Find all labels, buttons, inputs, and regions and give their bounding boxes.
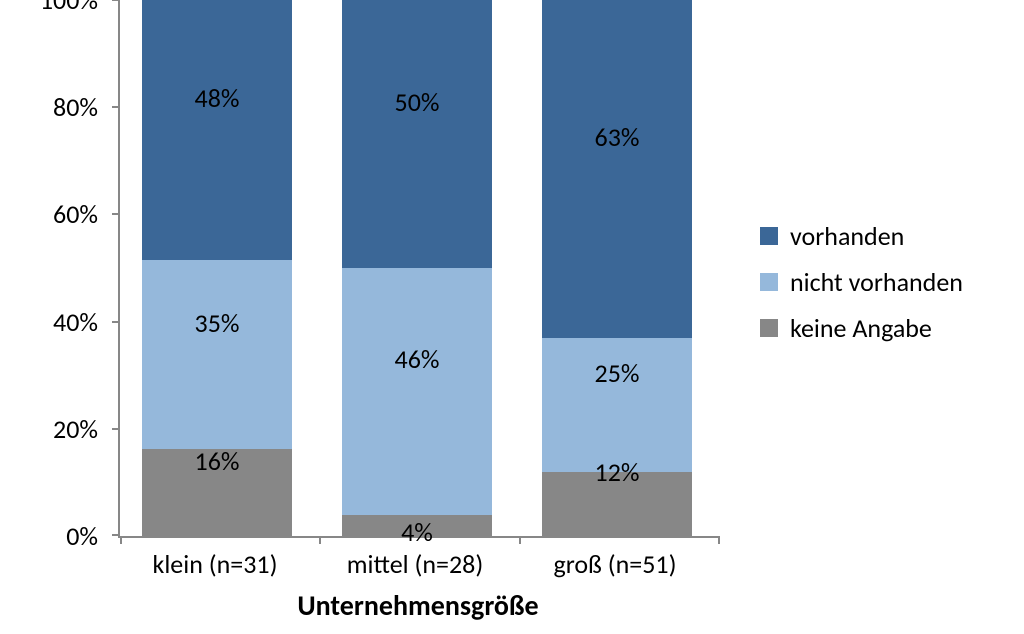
y-tick-label: 100% <box>40 0 98 16</box>
y-tick-mark <box>112 106 120 108</box>
bar-group-mittel: 4% 46% 50% <box>342 0 492 536</box>
legend-swatch <box>760 227 778 245</box>
bar-segment-nicht-vorhanden <box>142 260 292 449</box>
y-tick-mark <box>112 428 120 430</box>
bar-segment-nicht-vorhanden <box>542 338 692 472</box>
y-tick-mark <box>112 0 120 1</box>
category-label: klein (n=31) <box>153 548 278 580</box>
x-tick-mark <box>120 536 122 544</box>
y-tick-mark <box>112 534 120 536</box>
legend-item: nicht vorhanden <box>760 266 963 298</box>
legend-label: vorhanden <box>790 220 904 252</box>
y-tick-label: 20% <box>53 413 98 445</box>
legend-item: vorhanden <box>760 220 963 252</box>
y-tick-label: 60% <box>53 198 98 230</box>
bar-segment-vorhanden <box>342 0 492 268</box>
y-tick-mark <box>112 321 120 323</box>
y-tick-label: 80% <box>53 91 98 123</box>
plot-area: 16% 35% 48% 4% 46% 50% 12% 25% 63% <box>118 0 720 538</box>
y-axis: 0% 20% 40% 60% 80% 100% <box>0 0 110 536</box>
bar-segment-nicht-vorhanden <box>342 268 492 515</box>
category-label: groß (n=51) <box>554 548 677 580</box>
category-label: mittel (n=28) <box>347 548 483 580</box>
legend-swatch <box>760 273 778 291</box>
y-tick-mark <box>112 213 120 215</box>
bar-segment-vorhanden <box>542 0 692 338</box>
bar-group-gross: 12% 25% 63% <box>542 0 692 536</box>
legend-swatch <box>760 319 778 337</box>
y-tick-label: 0% <box>66 520 98 552</box>
y-tick-label: 40% <box>53 306 98 338</box>
legend: vorhanden nicht vorhanden keine Angabe <box>760 220 963 358</box>
bar-segment-keine-angabe <box>542 472 692 536</box>
x-axis-title: Unternehmensgröße <box>118 588 718 623</box>
bar-group-klein: 16% 35% 48% <box>142 0 292 536</box>
legend-label: nicht vorhanden <box>790 266 963 298</box>
bar-segment-keine-angabe <box>142 449 292 536</box>
bar-segment-keine-angabe <box>342 515 492 536</box>
bar-segment-vorhanden <box>142 0 292 260</box>
legend-item: keine Angabe <box>760 312 963 344</box>
x-tick-mark <box>319 536 321 544</box>
stacked-bar-chart: 0% 20% 40% 60% 80% 100% 16% 35% 48% <box>0 0 1024 634</box>
x-tick-mark <box>718 536 720 544</box>
legend-label: keine Angabe <box>790 312 932 344</box>
x-tick-mark <box>519 536 521 544</box>
